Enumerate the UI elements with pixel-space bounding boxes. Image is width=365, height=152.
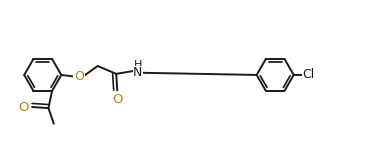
Text: O: O (112, 93, 123, 106)
Text: Cl: Cl (302, 68, 314, 81)
Text: N: N (133, 66, 142, 79)
Text: H: H (133, 60, 142, 70)
Text: O: O (74, 70, 84, 83)
Text: O: O (19, 100, 29, 114)
